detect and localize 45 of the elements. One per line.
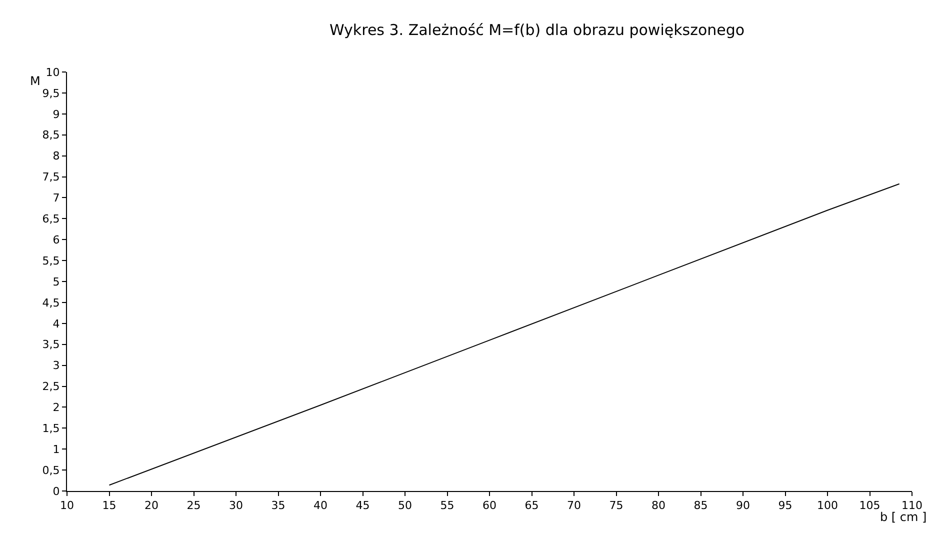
x-tick-label: 75	[609, 499, 624, 512]
x-tick-label: 105	[859, 499, 880, 512]
x-tick-label: 30	[229, 499, 243, 512]
y-tick-label: 0,5	[42, 464, 60, 477]
y-tick-label: 0	[52, 484, 60, 498]
x-tick-label: 50	[398, 499, 412, 512]
x-tick-label: 65	[524, 499, 539, 512]
y-tick-label: 4	[52, 317, 60, 330]
y-tick-label: 3,5	[42, 338, 60, 352]
y-tick-label: 9	[52, 108, 60, 121]
x-tick-label: 90	[736, 499, 750, 512]
x-tick-label: 100	[817, 499, 838, 512]
x-tick-label: 35	[271, 499, 286, 512]
chart-title: Wykres 3. Zależność M=f(b) dla obrazu powiększonego	[329, 21, 745, 40]
y-tick-label: 8,5	[42, 128, 60, 142]
y-tick-label: 5	[52, 275, 60, 288]
x-tick-label: 20	[144, 499, 158, 512]
y-tick-label: 4,5	[42, 296, 60, 310]
x-tick-label: 40	[314, 499, 328, 512]
y-tick-label: 2	[52, 401, 60, 414]
y-tick-label: 7	[52, 192, 60, 205]
y-tick-label: 6,5	[42, 212, 60, 226]
y-tick-label: 7,5	[42, 170, 60, 184]
x-tick-label: 55	[440, 499, 454, 512]
x-tick-label: 95	[778, 499, 792, 512]
y-tick-label: 8	[52, 150, 60, 163]
x-tick-label: 85	[694, 499, 708, 512]
y-tick-label: 9,5	[42, 86, 60, 100]
x-tick-label: 15	[102, 499, 116, 512]
x-tick-label: 45	[356, 499, 370, 512]
y-tick-label: 2,5	[42, 380, 60, 394]
y-tick-label: 1	[52, 442, 60, 456]
y-axis-title: M	[30, 74, 40, 88]
x-tick-label: 110	[902, 499, 922, 512]
x-tick-label: 70	[567, 499, 581, 512]
line-series	[108, 183, 900, 486]
x-tick-label: 25	[186, 499, 201, 512]
y-tick-label: 3	[52, 359, 60, 372]
x-axis-title: b [ cm ]	[880, 510, 927, 524]
y-tick-label: 1,5	[42, 422, 60, 435]
y-tick-label: 5,5	[42, 254, 60, 268]
y-tick-label: 6	[52, 233, 60, 246]
x-tick-label: 60	[482, 499, 496, 512]
y-tick-label: 10	[46, 66, 60, 79]
x-tick-label: 80	[652, 499, 666, 512]
